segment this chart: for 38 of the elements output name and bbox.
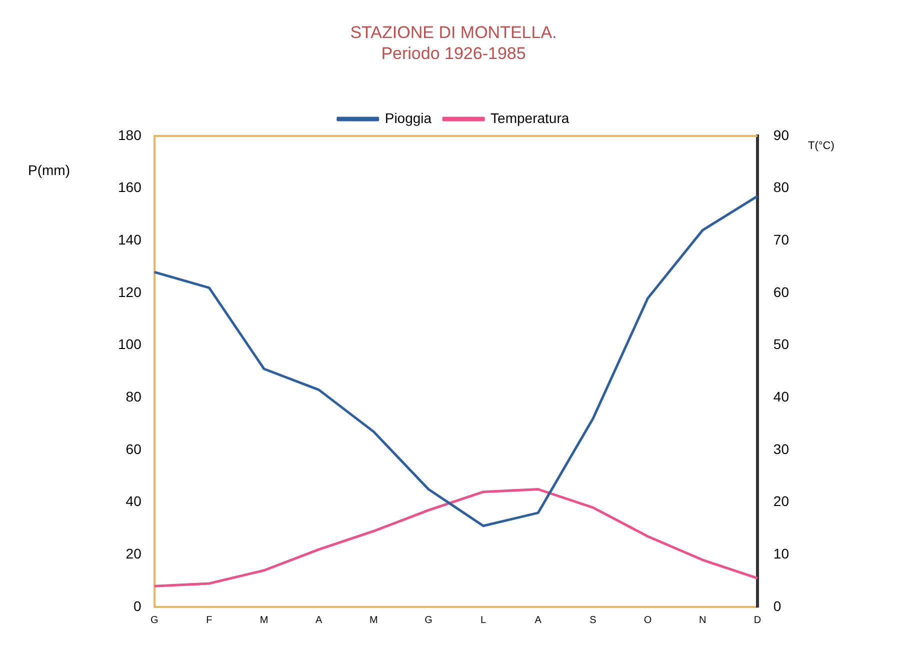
x-tick-label: A bbox=[315, 614, 322, 626]
x-tick-label: N bbox=[698, 614, 706, 626]
y-tick-label: 120 bbox=[118, 284, 142, 300]
x-tick-label: M bbox=[369, 614, 378, 626]
y2-tick-label: 0 bbox=[773, 598, 782, 614]
x-tick-label: S bbox=[590, 614, 597, 626]
x-tick-label: D bbox=[754, 614, 762, 626]
y2-tick-label: 40 bbox=[773, 388, 790, 405]
chart-subtitle: Periodo 1926-1985 bbox=[380, 43, 527, 64]
y2-tick-label: 90 bbox=[773, 126, 790, 143]
y-tick-label: 100 bbox=[118, 336, 142, 352]
x-tick-label: O bbox=[644, 614, 652, 626]
y-tick-label: 20 bbox=[126, 546, 142, 562]
x-tick-label: L bbox=[480, 614, 487, 626]
y2-tick-label: 80 bbox=[773, 179, 790, 196]
y-tick-label: 40 bbox=[126, 493, 142, 510]
y2-axis-title: T(°C) bbox=[808, 140, 834, 152]
y2-tick-label: 50 bbox=[773, 336, 790, 352]
y-tick-label: 60 bbox=[126, 440, 142, 457]
y-tick-label: 80 bbox=[126, 388, 142, 405]
chart-title: STAZIONE DI MONTELLA. bbox=[349, 22, 558, 43]
x-tick-label: M bbox=[260, 614, 268, 626]
legend-label: Pioggia bbox=[384, 110, 432, 126]
y-tick-label: 0 bbox=[134, 598, 142, 614]
x-tick-label: F bbox=[206, 614, 212, 626]
y-tick-label: 180 bbox=[118, 126, 142, 143]
y2-tick-label: 10 bbox=[773, 546, 790, 562]
y2-tick-label: 60 bbox=[773, 284, 790, 300]
x-tick-label: G bbox=[424, 614, 433, 626]
y-tick-label: 160 bbox=[118, 179, 142, 196]
y2-tick-label: 30 bbox=[773, 440, 790, 457]
x-tick-label: A bbox=[534, 614, 542, 626]
y-tick-label: 140 bbox=[118, 232, 142, 248]
x-tick-label: G bbox=[150, 614, 158, 626]
legend-label: Temperatura bbox=[490, 110, 570, 126]
y2-tick-label: 20 bbox=[773, 493, 790, 510]
y2-tick-label: 70 bbox=[773, 232, 790, 248]
y-axis-title: P(mm) bbox=[28, 162, 70, 178]
